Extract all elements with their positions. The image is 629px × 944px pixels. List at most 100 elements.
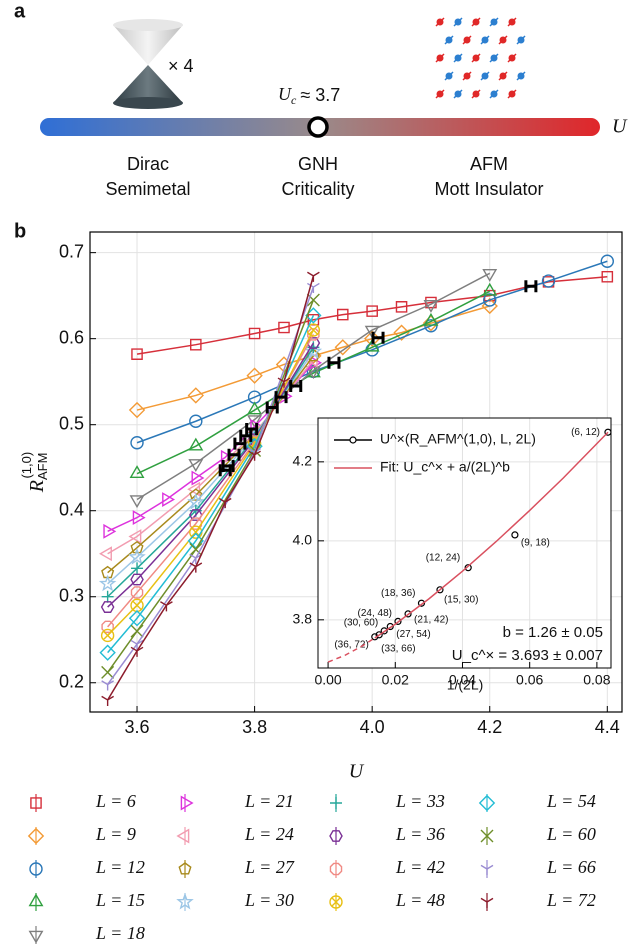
point-label: (6, 12) bbox=[571, 427, 600, 438]
crossing-marker bbox=[289, 379, 303, 392]
legend-marker bbox=[480, 864, 494, 875]
marker bbox=[131, 348, 143, 360]
spin-arrow bbox=[462, 71, 472, 81]
marker bbox=[305, 307, 322, 324]
dirac-cone bbox=[113, 19, 183, 109]
point-label: (30, 60) bbox=[344, 618, 378, 629]
legend-marker bbox=[480, 829, 494, 843]
legend-marker bbox=[28, 930, 44, 944]
inset-x-label: 1/(2L) bbox=[447, 677, 484, 693]
legend-label: L = 9 bbox=[95, 824, 136, 844]
panel-label: a bbox=[14, 0, 26, 22]
legend-marker bbox=[30, 797, 42, 809]
marker bbox=[187, 387, 204, 404]
marker bbox=[306, 323, 321, 337]
y-tick-label: 4.2 bbox=[293, 453, 313, 469]
marker bbox=[307, 271, 320, 282]
x-tick-label: 3.6 bbox=[125, 717, 150, 737]
marker bbox=[189, 517, 203, 530]
u-axis-label: U bbox=[612, 116, 628, 138]
spin-arrow bbox=[516, 71, 526, 81]
legend-label: L = 54 bbox=[546, 791, 596, 811]
marker bbox=[129, 495, 145, 509]
spin-arrow bbox=[435, 53, 445, 63]
marker bbox=[100, 628, 115, 643]
marker bbox=[130, 573, 144, 586]
series-line bbox=[136, 272, 491, 501]
legend-label: L = 30 bbox=[244, 890, 294, 910]
spin-arrow bbox=[516, 35, 526, 45]
marker bbox=[218, 497, 232, 509]
legend-label: U^×(R_AFM^(1,0), L, 2L) bbox=[380, 431, 536, 447]
marker bbox=[187, 481, 201, 497]
y-tick-label: 3.8 bbox=[293, 611, 313, 627]
marker bbox=[162, 492, 176, 507]
inset-point bbox=[417, 599, 426, 607]
series-line bbox=[374, 431, 609, 639]
point-label: (9, 18) bbox=[521, 538, 550, 549]
x-tick-label: 0.04 bbox=[449, 671, 476, 687]
marker bbox=[130, 436, 144, 450]
marker bbox=[130, 624, 144, 638]
point-label: (33, 66) bbox=[381, 643, 415, 654]
y-tick-label: 4.0 bbox=[293, 532, 313, 548]
y-tick-label: 0.6 bbox=[59, 327, 84, 347]
legend-label: L = 27 bbox=[244, 857, 295, 877]
marker bbox=[98, 574, 117, 592]
x-tick-label: 0.06 bbox=[516, 671, 543, 687]
critical-label: Uc ≈ 3.7 bbox=[278, 84, 340, 107]
legend-label: L = 15 bbox=[95, 890, 145, 910]
point-label: (24, 48) bbox=[358, 608, 392, 619]
spin-arrow bbox=[471, 53, 481, 63]
inset-point bbox=[436, 586, 444, 594]
point-label: (21, 42) bbox=[414, 615, 448, 626]
y-tick-label: 0.2 bbox=[59, 672, 84, 692]
legend-marker bbox=[176, 892, 194, 910]
legend-marker bbox=[28, 893, 44, 907]
spin-arrow bbox=[444, 71, 454, 81]
x-tick-label: 3.8 bbox=[242, 717, 267, 737]
legend-marker bbox=[180, 795, 194, 811]
spin-arrow bbox=[489, 89, 499, 99]
crossing-marker bbox=[524, 280, 538, 293]
legend-label: L = 36 bbox=[395, 824, 445, 844]
multiplier: × 4 bbox=[168, 56, 194, 76]
marker bbox=[306, 293, 320, 307]
inset-point bbox=[511, 531, 519, 539]
marker bbox=[130, 639, 144, 651]
inset-point bbox=[404, 610, 412, 618]
series-line bbox=[107, 315, 315, 654]
spin-arrow bbox=[462, 35, 472, 45]
crossing-marker bbox=[221, 459, 235, 472]
marker bbox=[246, 367, 263, 384]
legend-label: L = 21 bbox=[244, 791, 294, 811]
legend-label: L = 6 bbox=[95, 791, 136, 811]
crossing-marker bbox=[274, 391, 288, 404]
legend-label: L = 24 bbox=[244, 824, 294, 844]
marker bbox=[600, 254, 615, 268]
y-label-base: R bbox=[26, 480, 48, 493]
marker bbox=[189, 488, 203, 501]
critical-sub: c bbox=[291, 93, 297, 107]
marker bbox=[128, 529, 142, 544]
plot-frame bbox=[89, 231, 623, 713]
x-tick-label: 0.08 bbox=[583, 671, 610, 687]
x-tick-label: 4.2 bbox=[477, 717, 502, 737]
marker bbox=[190, 338, 202, 351]
marker bbox=[99, 546, 112, 562]
marker bbox=[188, 437, 204, 451]
inset-plot: 0.00 0.02 0.04 0.06 0.08 3.8 4.0 4.2 (6, 12) (9, … bbox=[293, 417, 612, 693]
inset-point bbox=[386, 622, 394, 631]
panel-label: b bbox=[14, 220, 26, 242]
series-line bbox=[327, 637, 376, 663]
marker bbox=[101, 695, 114, 706]
x-tick-label: 4.0 bbox=[360, 717, 385, 737]
y-label-sub: AFM bbox=[35, 453, 50, 480]
spin-arrow bbox=[453, 17, 463, 27]
y-axis-label: RAFM(1,0) bbox=[19, 452, 50, 493]
series-line bbox=[136, 275, 608, 355]
marker bbox=[364, 338, 380, 352]
phase-line2: Semimetal bbox=[105, 179, 190, 199]
point-label: (12, 24) bbox=[426, 552, 460, 563]
